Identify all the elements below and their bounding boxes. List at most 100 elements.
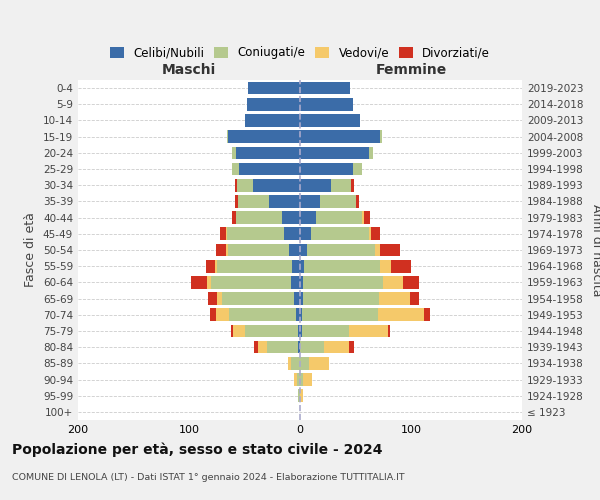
Bar bbox=[207, 276, 211, 288]
Bar bbox=[300, 292, 304, 305]
Legend: Celibi/Nubili, Coniugati/e, Vedovi/e, Divorziati/e: Celibi/Nubili, Coniugati/e, Vedovi/e, Di… bbox=[105, 42, 495, 64]
Bar bbox=[304, 260, 380, 272]
Bar bbox=[379, 292, 410, 305]
Bar bbox=[309, 357, 329, 370]
Bar bbox=[300, 228, 311, 240]
Bar bbox=[217, 260, 292, 272]
Bar bbox=[245, 324, 298, 338]
Bar bbox=[298, 341, 300, 353]
Bar bbox=[378, 308, 424, 321]
Bar bbox=[235, 179, 237, 192]
Bar bbox=[300, 260, 304, 272]
Bar bbox=[288, 357, 291, 370]
Bar bbox=[300, 373, 304, 386]
Bar bbox=[295, 373, 296, 386]
Text: Maschi: Maschi bbox=[162, 62, 216, 76]
Bar bbox=[238, 195, 269, 207]
Bar bbox=[307, 244, 376, 256]
Bar bbox=[403, 276, 419, 288]
Bar bbox=[247, 98, 300, 110]
Bar bbox=[227, 130, 228, 143]
Bar bbox=[239, 162, 300, 175]
Bar bbox=[289, 244, 300, 256]
Bar bbox=[349, 341, 355, 353]
Bar bbox=[215, 244, 226, 256]
Bar bbox=[226, 228, 227, 240]
Bar bbox=[300, 341, 325, 353]
Bar bbox=[210, 308, 215, 321]
Bar bbox=[211, 276, 291, 288]
Text: Popolazione per età, sesso e stato civile - 2024: Popolazione per età, sesso e stato civil… bbox=[12, 442, 383, 457]
Bar bbox=[351, 179, 355, 192]
Bar bbox=[245, 114, 300, 127]
Bar bbox=[291, 357, 300, 370]
Bar bbox=[300, 308, 302, 321]
Bar bbox=[300, 390, 304, 402]
Bar bbox=[304, 373, 312, 386]
Bar bbox=[208, 292, 217, 305]
Bar bbox=[266, 341, 298, 353]
Bar bbox=[380, 260, 391, 272]
Bar bbox=[235, 195, 238, 207]
Bar bbox=[291, 276, 300, 288]
Bar bbox=[369, 228, 371, 240]
Bar bbox=[233, 324, 245, 338]
Bar bbox=[215, 308, 229, 321]
Bar bbox=[362, 212, 364, 224]
Bar bbox=[191, 276, 207, 288]
Bar bbox=[258, 341, 266, 353]
Bar bbox=[371, 228, 380, 240]
Bar bbox=[388, 324, 390, 338]
Bar bbox=[300, 276, 304, 288]
Bar bbox=[304, 292, 379, 305]
Bar bbox=[300, 179, 331, 192]
Bar bbox=[320, 195, 355, 207]
Text: Femmine: Femmine bbox=[376, 62, 446, 76]
Bar bbox=[424, 308, 430, 321]
Bar bbox=[232, 212, 236, 224]
Bar bbox=[215, 260, 217, 272]
Bar bbox=[232, 162, 239, 175]
Bar bbox=[300, 195, 320, 207]
Bar bbox=[300, 357, 309, 370]
Bar bbox=[383, 276, 403, 288]
Bar bbox=[222, 292, 295, 305]
Bar bbox=[349, 324, 388, 338]
Bar bbox=[229, 308, 296, 321]
Bar bbox=[316, 212, 362, 224]
Bar bbox=[353, 162, 362, 175]
Bar bbox=[369, 146, 373, 159]
Bar bbox=[355, 195, 359, 207]
Bar bbox=[325, 341, 349, 353]
Bar bbox=[391, 260, 411, 272]
Bar bbox=[269, 195, 300, 207]
Y-axis label: Fasce di età: Fasce di età bbox=[25, 212, 37, 288]
Bar bbox=[380, 130, 382, 143]
Bar bbox=[292, 260, 300, 272]
Bar bbox=[237, 179, 253, 192]
Bar bbox=[300, 162, 353, 175]
Bar bbox=[231, 324, 233, 338]
Bar bbox=[304, 276, 383, 288]
Bar bbox=[226, 244, 228, 256]
Bar bbox=[206, 260, 215, 272]
Bar bbox=[380, 244, 400, 256]
Bar bbox=[364, 212, 370, 224]
Bar bbox=[300, 212, 316, 224]
Bar bbox=[236, 146, 300, 159]
Bar bbox=[236, 212, 282, 224]
Bar bbox=[300, 130, 380, 143]
Text: COMUNE DI LENOLA (LT) - Dati ISTAT 1° gennaio 2024 - Elaborazione TUTTITALIA.IT: COMUNE DI LENOLA (LT) - Dati ISTAT 1° ge… bbox=[12, 472, 404, 482]
Bar bbox=[296, 308, 300, 321]
Bar bbox=[227, 228, 284, 240]
Bar bbox=[254, 341, 258, 353]
Bar bbox=[298, 324, 300, 338]
Bar bbox=[228, 130, 300, 143]
Bar bbox=[376, 244, 380, 256]
Bar bbox=[232, 146, 236, 159]
Bar bbox=[300, 98, 353, 110]
Bar bbox=[253, 179, 300, 192]
Bar bbox=[311, 228, 369, 240]
Bar bbox=[282, 212, 300, 224]
Bar bbox=[284, 228, 300, 240]
